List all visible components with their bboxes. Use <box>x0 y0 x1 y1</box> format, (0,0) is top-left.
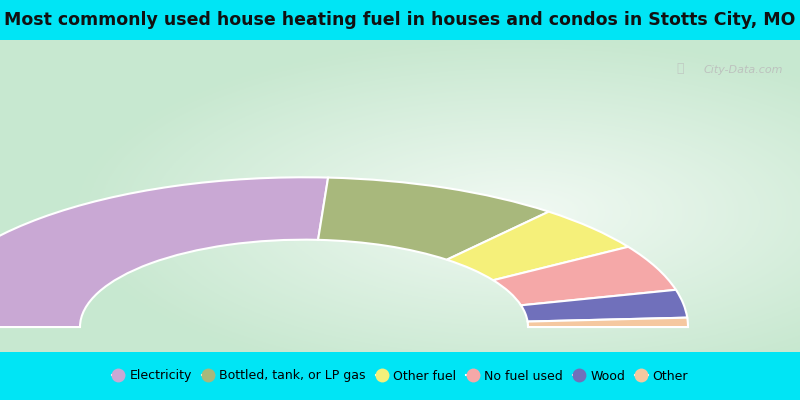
Wedge shape <box>527 318 688 327</box>
Wedge shape <box>318 178 549 260</box>
Text: ⦿: ⦿ <box>676 62 683 75</box>
Wedge shape <box>446 212 628 280</box>
Text: City-Data.com: City-Data.com <box>704 65 783 75</box>
Legend: Electricity, Bottled, tank, or LP gas, Other fuel, No fuel used, Wood, Other: Electricity, Bottled, tank, or LP gas, O… <box>112 370 688 382</box>
Text: Most commonly used house heating fuel in houses and condos in Stotts City, MO: Most commonly used house heating fuel in… <box>4 11 796 29</box>
Wedge shape <box>493 247 676 305</box>
Wedge shape <box>0 177 328 327</box>
Wedge shape <box>521 290 687 322</box>
